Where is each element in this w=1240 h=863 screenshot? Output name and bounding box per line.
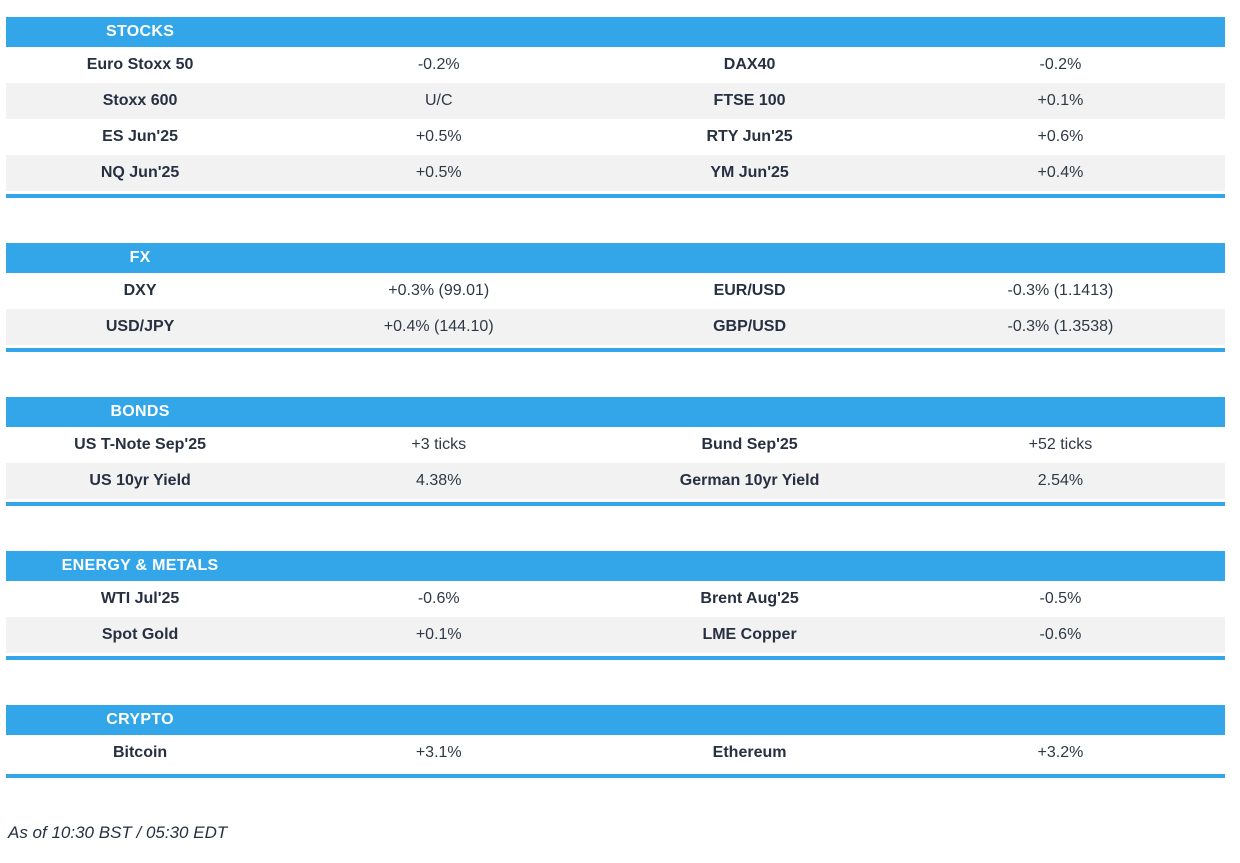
section-energy-metals: ENERGY & METALS WTI Jul'25 -0.6% Brent Aug'… [6,551,1225,660]
section-stocks: STOCKS Euro Stoxx 50 -0.2% DAX40 -0.2% Stoxx … [6,17,1225,198]
table-row: Stoxx 600 U/C FTSE 100 +0.1% [6,83,1225,119]
instrument-change: U/C [424,92,453,109]
instrument-change: +0.4% (144.10) [383,318,494,335]
instrument-name: Bitcoin [112,744,168,761]
instrument-name: Brent Aug'25 [700,590,799,607]
table-row: Spot Gold +0.1% LME Copper -0.6% [6,617,1225,653]
table-row: US 10yr Yield 4.38% German 10yr Yield 2.54% [6,463,1225,499]
instrument-change: +0.4% [1037,164,1084,181]
instrument-change: -0.6% [1039,626,1082,643]
instrument-name: US T-Note Sep'25 [74,436,206,453]
instrument-change: -0.3% (1.3538) [1007,318,1114,335]
instrument-change: +0.6% [1037,128,1084,145]
table-row: DXY +0.3% (99.01) EUR/USD -0.3% (1.1413) [6,273,1225,309]
instrument-change: -0.3% (1.1413) [1007,282,1114,299]
instrument-change: +0.5% [415,164,462,181]
instrument-name: German 10yr Yield [679,472,820,489]
instrument-change: 4.38% [416,472,462,489]
instrument-name: USD/JPY [105,318,175,335]
instrument-change: -0.6% [417,590,460,607]
instrument-name: Spot Gold [101,626,179,643]
instrument-name: RTY Jun'25 [706,128,793,145]
instrument-change: +0.1% [1037,92,1084,109]
section-title: STOCKS [105,23,175,40]
section-title: FX [129,249,151,266]
section-title: CRYPTO [106,711,174,728]
market-sections: STOCKS Euro Stoxx 50 -0.2% DAX40 -0.2% Stoxx … [6,17,1225,778]
section-header: CRYPTO [6,705,1225,735]
section-title: ENERGY & METALS [61,557,219,574]
instrument-name: YM Jun'25 [710,164,789,181]
instrument-change: +0.1% [415,626,462,643]
instrument-change: -0.2% [1039,56,1082,73]
instrument-change: +3 ticks [411,436,467,453]
as-of-timestamp: As of 10:30 BST / 05:30 EDT [8,823,228,842]
instrument-change: -0.2% [417,56,460,73]
instrument-name: LME Copper [702,626,797,643]
section-header: BONDS [6,397,1225,427]
table-row: Bitcoin +3.1% Ethereum +3.2% [6,735,1225,771]
section-header: ENERGY & METALS [6,551,1225,581]
table-row: WTI Jul'25 -0.6% Brent Aug'25 -0.5% [6,581,1225,617]
instrument-name: Ethereum [712,744,787,761]
table-row: NQ Jun'25 +0.5% YM Jun'25 +0.4% [6,155,1225,191]
instrument-name: Euro Stoxx 50 [86,56,194,73]
instrument-name: EUR/USD [713,282,786,299]
instrument-name: DXY [123,282,157,299]
instrument-change: +52 ticks [1028,436,1093,453]
section-crypto: CRYPTO Bitcoin +3.1% Ethereum +3.2% [6,705,1225,778]
table-row: USD/JPY +0.4% (144.10) GBP/USD -0.3% (1.353… [6,309,1225,345]
table-row: US T-Note Sep'25 +3 ticks Bund Sep'25 +52 t… [6,427,1225,463]
instrument-name: FTSE 100 [713,92,786,109]
section-title: BONDS [110,403,170,420]
section-header: FX [6,243,1225,273]
instrument-change: +0.3% (99.01) [388,282,490,299]
instrument-name: NQ Jun'25 [100,164,180,181]
instrument-name: WTI Jul'25 [100,590,180,607]
section-fx: FX DXY +0.3% (99.01) EUR/USD -0.3% (1.1413) U… [6,243,1225,352]
instrument-name: Bund Sep'25 [701,436,798,453]
instrument-change: -0.5% [1039,590,1082,607]
table-row: Euro Stoxx 50 -0.2% DAX40 -0.2% [6,47,1225,83]
instrument-name: ES Jun'25 [102,128,178,145]
instrument-name: GBP/USD [713,318,787,335]
instrument-change: +0.5% [415,128,462,145]
table-row: ES Jun'25 +0.5% RTY Jun'25 +0.6% [6,119,1225,155]
instrument-change: 2.54% [1037,472,1084,489]
instrument-change: +3.1% [415,744,462,761]
section-bonds: BONDS US T-Note Sep'25 +3 ticks Bund Sep'25… [6,397,1225,506]
section-header: STOCKS [6,17,1225,47]
instrument-change: +3.2% [1037,744,1084,761]
instrument-name: DAX40 [723,56,776,73]
instrument-name: US 10yr Yield [89,472,191,489]
instrument-name: Stoxx 600 [102,92,178,109]
